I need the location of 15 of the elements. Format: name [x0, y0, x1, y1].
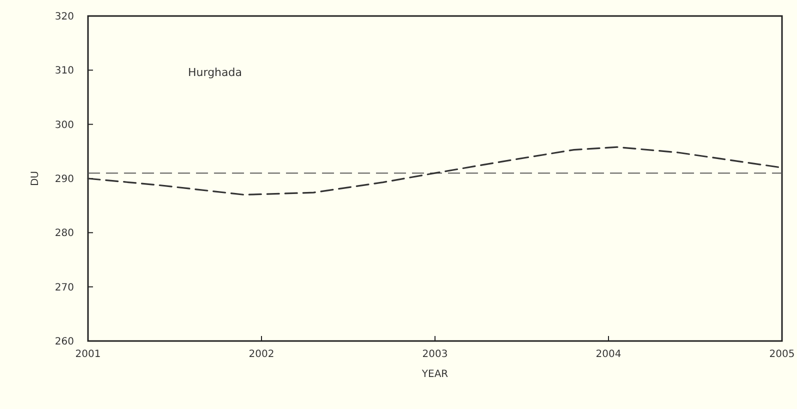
x-tick-label: 2001 [75, 349, 101, 360]
x-tick-label: 2002 [248, 349, 274, 360]
y-tick-label: 270 [54, 282, 74, 294]
x-tick-label: 2003 [422, 349, 448, 360]
y-tick-label: 310 [54, 66, 74, 77]
y-tick-label: 260 [54, 336, 74, 348]
y-tick-label: 280 [54, 228, 74, 240]
y-tick-label: 290 [54, 174, 74, 185]
y-tick-label: 320 [54, 12, 74, 22]
annotation: Hurghada [188, 66, 242, 79]
x-tick-label: 2004 [596, 349, 622, 360]
y-tick-label: 300 [54, 120, 74, 131]
y-axis-title: DU [30, 170, 41, 186]
x-tick-label: 2005 [769, 349, 795, 360]
x-axis-title: YEAR [420, 369, 448, 380]
